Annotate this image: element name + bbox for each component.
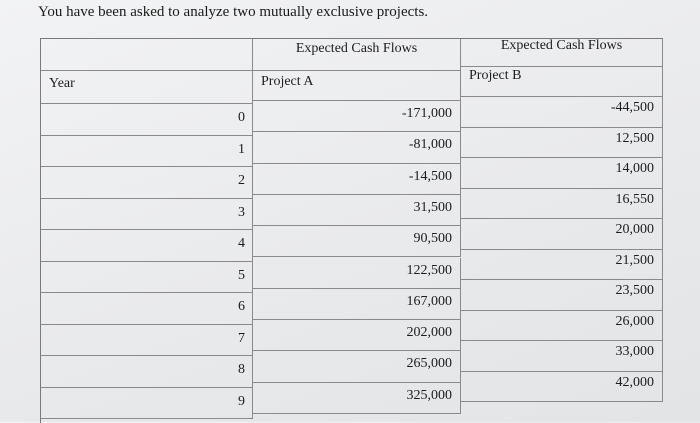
year-cell: 1 [41, 135, 253, 167]
project-a-cash-flow-cell: 31,500 [253, 194, 461, 227]
header-expected-cash-flows-b: Expected Cash Flows [461, 39, 663, 67]
year-cell: 0 [41, 104, 253, 136]
year-cell: 8 [41, 356, 253, 388]
project-a-cash-flow-cell: 122,500 [253, 257, 461, 289]
question-prompt: You have been asked to analyze two mutua… [38, 4, 429, 20]
header-expected-cash-flows-a: Expected Cash Flows [253, 39, 461, 71]
project-a-cash-flow-cell: 265,000 [253, 351, 461, 383]
project-a-cash-flow-cell: -14,500 [253, 163, 461, 195]
year-cell: 3 [41, 198, 253, 230]
project-b-cash-flow-cell: 42,000 [461, 371, 663, 402]
header-project-b: Project B [461, 67, 663, 97]
cash-flow-table: Expected Cash Flows Expected Cash Flows … [40, 38, 663, 423]
project-b-cash-flow-cell: 33,000 [461, 341, 663, 372]
year-cell: 5 [41, 261, 253, 293]
year-cell: 7 [41, 324, 253, 356]
project-b-cash-flow-cell: 26,000 [461, 310, 663, 341]
project-b-cash-flow-cell: 23,500 [461, 280, 663, 311]
project-b-cash-flow-cell: 20,000 [461, 219, 663, 250]
header-year: Year [41, 71, 253, 104]
year-cell: 6 [41, 293, 253, 325]
year-cell: 9 [41, 387, 253, 419]
project-a-cash-flow-cell: -171,000 [253, 101, 461, 133]
header-project-a: Project A [253, 71, 461, 101]
project-b-cash-flow-cell: 12,500 [461, 127, 663, 158]
year-cell: 2 [41, 167, 253, 199]
project-a-cash-flow-cell: -81,000 [253, 132, 461, 164]
project-b-cash-flow-cell: -44,500 [461, 97, 663, 128]
project-a-cash-flow-cell: 202,000 [253, 320, 461, 352]
project-b-cash-flow-cell: 14,000 [461, 158, 663, 189]
project-b-cash-flow-cell: 21,500 [461, 249, 663, 280]
project-a-cash-flow-cell: 90,500 [253, 226, 461, 258]
year-cell: 4 [41, 230, 253, 262]
project-a-cash-flow-cell: 325,000 [253, 382, 461, 414]
header-blank-year [41, 39, 253, 71]
project-b-cash-flow-cell: 16,550 [461, 188, 663, 219]
project-a-cash-flow-cell: 167,000 [253, 288, 461, 321]
